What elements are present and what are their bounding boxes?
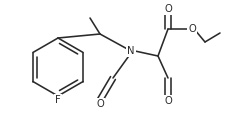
Text: O: O (164, 96, 172, 106)
Text: F: F (55, 95, 61, 105)
Text: O: O (164, 4, 172, 14)
Text: O: O (188, 24, 196, 34)
Text: O: O (96, 99, 104, 109)
Text: N: N (127, 46, 135, 56)
